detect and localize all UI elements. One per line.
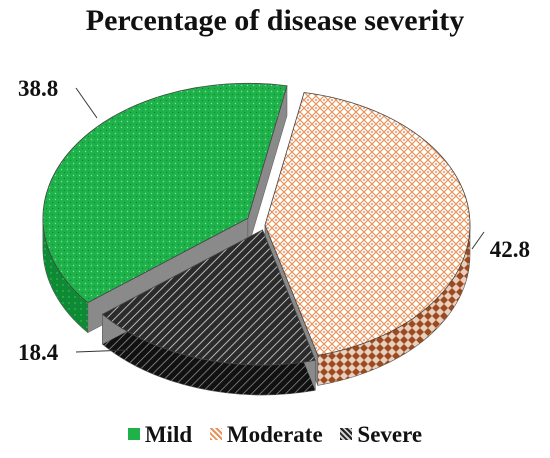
chart-title: Percentage of disease severity xyxy=(85,4,465,37)
legend-item-severe: Severe xyxy=(340,422,422,448)
legend-swatch-mild xyxy=(127,428,140,441)
legend-item-moderate: Moderate xyxy=(209,421,323,448)
legend-swatch-moderate xyxy=(209,428,222,441)
slice-top-mild xyxy=(42,82,288,304)
legend-swatch-severe xyxy=(340,428,353,441)
leader-line-moderate xyxy=(471,231,485,250)
legend-label-moderate: Moderate xyxy=(226,421,323,447)
data-label-mild: 38.8 xyxy=(18,76,58,101)
slice-top-moderate xyxy=(264,92,471,356)
data-label-moderate: 42.8 xyxy=(490,237,530,262)
legend-label-mild: Mild xyxy=(144,421,193,447)
data-label-severe: 18.4 xyxy=(18,340,59,365)
legend-item-mild: Mild xyxy=(127,421,193,448)
leader-line-severe xyxy=(75,349,129,353)
leader-line-mild xyxy=(75,87,98,119)
slice-top-severe xyxy=(101,229,316,366)
legend-label-severe: Severe xyxy=(357,421,423,447)
legend: Mild Moderate Severe xyxy=(0,420,550,448)
slice-severe xyxy=(101,229,316,396)
